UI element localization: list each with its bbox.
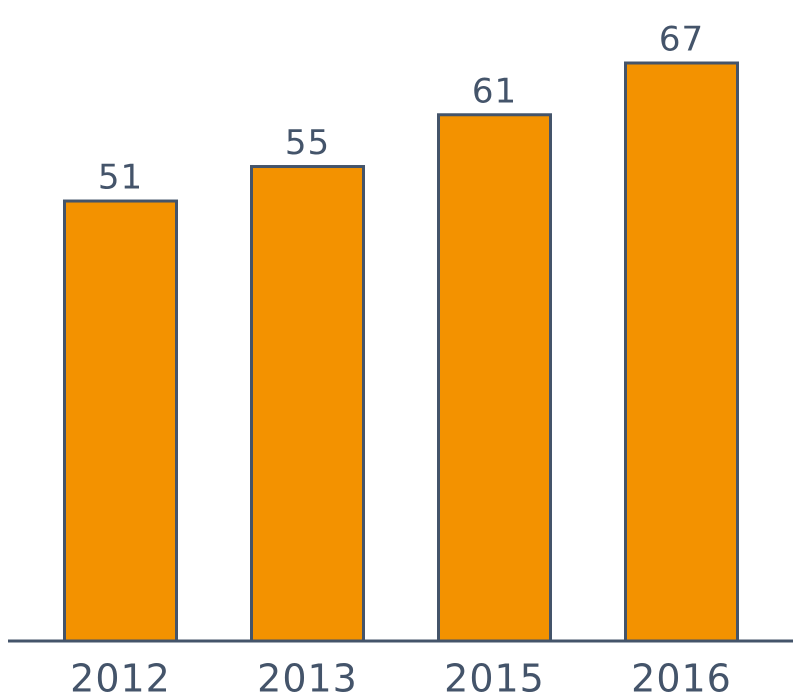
x-tick-label: 2012 xyxy=(70,657,171,700)
bar xyxy=(437,113,552,643)
x-tick-label: 2013 xyxy=(257,657,358,700)
value-label: 51 xyxy=(98,158,143,198)
x-tick-label: 2016 xyxy=(631,657,732,700)
value-label: 67 xyxy=(659,20,704,60)
x-tick-label: 2015 xyxy=(444,657,545,700)
bar xyxy=(250,165,365,643)
value-label: 55 xyxy=(285,123,330,163)
bar xyxy=(63,199,178,643)
bar xyxy=(624,61,739,643)
value-label: 61 xyxy=(472,71,517,111)
